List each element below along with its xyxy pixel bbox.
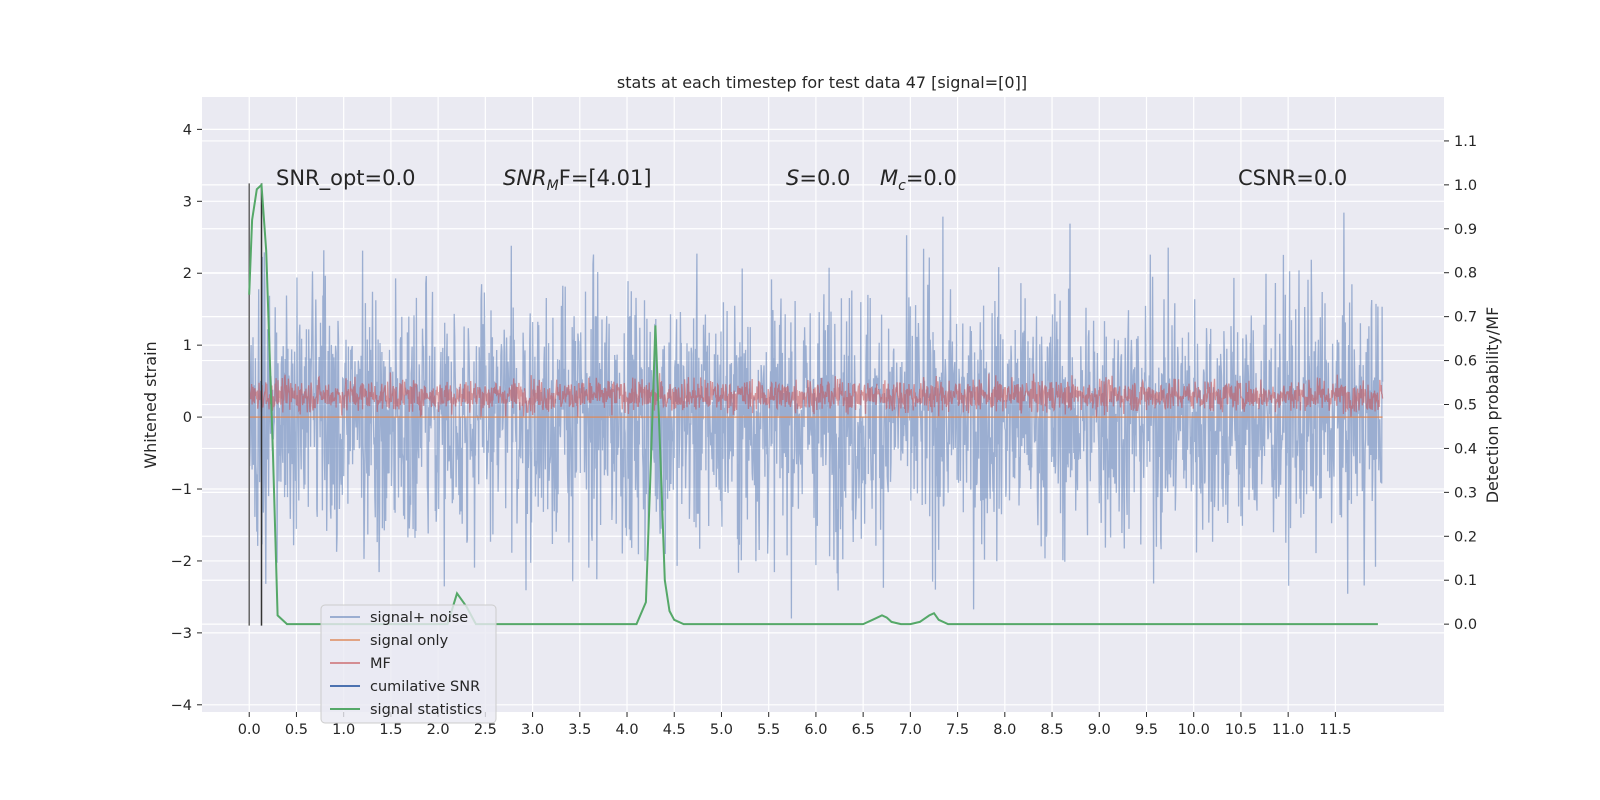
annotation-snr-mf-rest: F=[4.01] [559,166,652,190]
x-tick-label: 0.5 [285,722,308,738]
y-tick-label: −4 [171,698,192,714]
y2-tick-label: 0.5 [1454,398,1477,414]
legend-label-mf: MF [370,656,391,672]
y2-tick-label: 0.4 [1454,441,1477,457]
x-tick-label: 7.0 [899,722,922,738]
legend-label-signal-only: signal only [370,633,449,649]
y2-tick-label: 1.1 [1454,134,1477,150]
y-axis-ticks: −4 −3 −2 −1 0 1 2 3 4 [171,122,202,714]
y-tick-label: −2 [171,554,192,570]
y2-axis-label: Detection probability/MF [1483,307,1502,504]
annotation-snr-mf-main: SNR [503,166,547,190]
x-tick-label: 3.0 [521,722,544,738]
x-tick-label: 10.0 [1178,722,1210,738]
x-tick-label: 11.5 [1319,722,1351,738]
legend: signal+ noise signal only MF cumilative … [320,604,497,724]
x-tick-label: 9.0 [1088,722,1111,738]
chart-title: stats at each timestep for test data 47 … [617,73,1027,92]
y-tick-label: 2 [183,266,192,282]
x-tick-label: 11.0 [1272,722,1304,738]
annotation-mc: Mc=0.0 [880,166,957,194]
annotation-snr-mf: SNRMF=[4.01] [503,166,652,194]
y-tick-label: 0 [183,410,192,426]
y2-tick-label: 0.8 [1454,266,1477,282]
x-tick-label: 5.5 [757,722,780,738]
y-tick-label: 3 [183,194,192,210]
mf-trace [248,372,1384,418]
y-tick-label: −1 [171,482,192,498]
x-tick-label: 9.5 [1135,722,1158,738]
marker-lines [248,183,263,626]
x-tick-label: 1.5 [379,722,402,738]
legend-label-signal-statistics: signal statistics [370,702,482,718]
annotation-s: S=0.0 [786,166,850,190]
x-tick-label: 3.5 [568,722,591,738]
x-tick-label: 8.0 [993,722,1016,738]
y2-axis-ticks: 0.0 0.1 0.2 0.3 0.4 0.5 0.6 0.7 0.8 0.9 1.0 1.1 [1444,134,1477,633]
y-tick-label: −3 [171,626,192,642]
y2-tick-label: 0.6 [1454,354,1477,370]
x-tick-label: 8.5 [1041,722,1064,738]
x-axis-ticks: 0.0 0.5 1.0 1.5 2.0 2.5 3.0 3.5 4.0 4.5 5.0 5.5 6.0 6… [238,712,1352,738]
x-tick-label: 4.0 [615,722,638,738]
y2-tick-label: 0.9 [1454,222,1477,238]
annotation-mc-sub: c [898,178,906,194]
legend-label-cumilative-snr: cumilative SNR [370,679,480,695]
series-mf [248,372,1384,418]
annotation-s-rest: =0.0 [799,166,850,190]
y-tick-label: 4 [183,122,192,138]
annotation-mc-main: M [880,166,898,190]
y-tick-label: 1 [183,338,192,354]
x-tick-label: 7.5 [946,722,969,738]
x-tick-label: 4.5 [663,722,686,738]
annotation-csnr: CSNR=0.0 [1238,166,1347,190]
x-tick-label: 1.0 [332,722,355,738]
x-tick-label: 0.0 [238,722,261,738]
x-tick-label: 2.0 [427,722,450,738]
annotation-snr-mf-sub: M [547,178,559,194]
annotation-snr-opt: SNR_opt=0.0 [276,166,416,191]
y2-tick-label: 0.2 [1454,529,1477,545]
y2-tick-label: 0.7 [1454,310,1477,326]
legend-frame [320,604,497,724]
x-tick-label: 6.0 [804,722,827,738]
y2-tick-label: 0.1 [1454,573,1477,589]
x-tick-label: 6.5 [852,722,875,738]
annotation-mc-rest: =0.0 [906,166,957,190]
legend-label-signal-noise: signal+ noise [370,610,468,626]
x-tick-label: 10.5 [1225,722,1257,738]
x-tick-label: 5.0 [710,722,733,738]
y2-tick-label: 1.0 [1454,178,1477,194]
y2-tick-label: 0.0 [1454,617,1477,633]
y-axis-label: Whitened strain [141,341,160,468]
x-tick-label: 2.5 [474,722,497,738]
annotation-s-italic: S [786,166,799,190]
y2-tick-label: 0.3 [1454,485,1477,501]
